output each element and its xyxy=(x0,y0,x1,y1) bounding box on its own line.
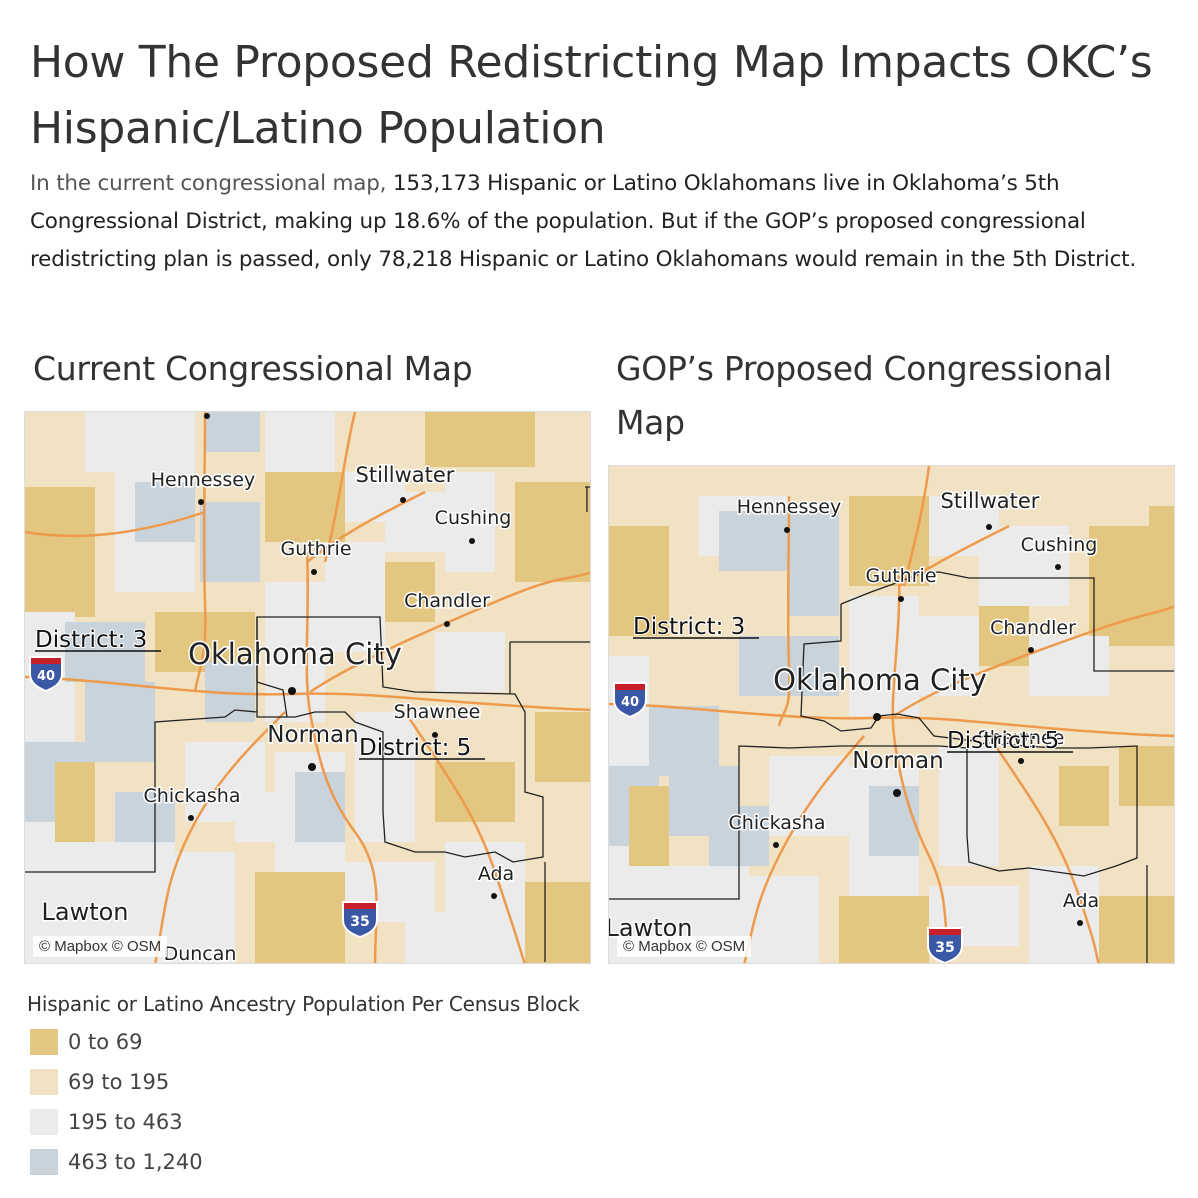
district-3-label[interactable]: District: 3 xyxy=(632,613,746,641)
city-label-cushing: Cushing xyxy=(1021,534,1098,556)
city-label-guthrie: Guthrie xyxy=(865,565,936,587)
roads xyxy=(609,466,1174,963)
city-label-chickasha: Chickasha xyxy=(729,812,826,834)
interstate-40-shield: 40 xyxy=(29,656,63,693)
interstate-35-shield: 35 xyxy=(927,927,963,963)
interstate-35-shield: 35 xyxy=(342,901,378,939)
legend-label: 463 to 1,240 xyxy=(68,1150,203,1174)
legend-swatch xyxy=(30,1149,58,1175)
city-label-oklahoma-city: Oklahoma City xyxy=(188,637,402,671)
district-boundary-5 xyxy=(609,571,1174,963)
district-5-label[interactable]: District: 5 xyxy=(358,734,472,762)
city-label-lawton: Lawton xyxy=(41,898,128,926)
city-label-cushing: Cushing xyxy=(435,507,512,529)
city-label-norman: Norman xyxy=(852,748,943,774)
city-label-guthrie: Guthrie xyxy=(280,538,351,560)
city-label-duncan: Duncan xyxy=(164,943,237,964)
map-attribution[interactable]: © Mapbox © OSM xyxy=(617,936,752,957)
legend-title: Hispanic or Latino Ancestry Population P… xyxy=(27,992,580,1016)
current-map[interactable]: 40 35 Hennessey Stillwater Cushing Guthr… xyxy=(24,411,591,964)
city-label-chandler: Chandler xyxy=(404,590,490,612)
proposed-map-title: GOP’s Proposed Congressional Map xyxy=(616,349,1112,442)
census-block-patches xyxy=(25,412,590,963)
city-label-hennessey: Hennessey xyxy=(737,496,841,518)
legend-item[interactable]: 69 to 195 xyxy=(30,1068,169,1096)
current-map-title: Current Congressional Map xyxy=(33,349,473,388)
city-label-oklahoma-city: Oklahoma City xyxy=(773,663,987,697)
legend-swatch xyxy=(30,1069,58,1095)
map-attribution[interactable]: © Mapbox © OSM xyxy=(33,936,168,957)
city-label-hennessey: Hennessey xyxy=(151,469,255,491)
city-label-chickasha: Chickasha xyxy=(144,785,241,807)
interstate-40-shield: 40 xyxy=(613,682,647,719)
city-label-shawnee: Shawnee xyxy=(394,701,481,723)
legend-label: 0 to 69 xyxy=(68,1030,143,1054)
legend-label: 69 to 195 xyxy=(68,1070,170,1094)
legend-swatch xyxy=(30,1109,58,1135)
shield-40-label: 40 xyxy=(621,695,639,710)
page-title: How The Proposed Redistricting Map Impac… xyxy=(30,37,1153,154)
legend-swatch xyxy=(30,1029,58,1055)
city-label-stillwater: Stillwater xyxy=(941,489,1040,513)
district-3-label[interactable]: District: 3 xyxy=(34,626,148,654)
city-label-norman: Norman xyxy=(267,722,358,748)
legend-item[interactable]: 195 to 463 xyxy=(30,1108,183,1136)
legend-label: 195 to 463 xyxy=(68,1110,183,1134)
city-label-chandler: Chandler xyxy=(990,617,1076,639)
intro-lead: In the current congressional map, xyxy=(30,171,387,196)
city-label-shawnee: Shawnee xyxy=(978,727,1065,749)
city-label-stillwater: Stillwater xyxy=(356,463,455,487)
intro-body: 153,173 Hispanic or Latino Oklahomans li… xyxy=(30,171,1137,272)
shield-35-label: 35 xyxy=(350,914,369,930)
district-5-label[interactable]: District: 5 xyxy=(946,727,1060,755)
city-label-ada: Ada xyxy=(1063,890,1099,912)
district-boundary-other xyxy=(25,486,590,962)
city-label-ada: Ada xyxy=(478,863,514,885)
district-boundary-5 xyxy=(256,616,544,863)
legend-item[interactable]: 0 to 69 xyxy=(30,1028,143,1056)
intro-paragraph: In the current congressional map, 153,17… xyxy=(30,165,1175,279)
shield-40-label: 40 xyxy=(37,669,55,684)
legend-item[interactable]: 463 to 1,240 xyxy=(30,1148,203,1176)
proposed-map[interactable]: 40 35 Hennessey Stillwater Cushing Guthr… xyxy=(608,465,1175,964)
shield-35-label: 35 xyxy=(935,940,954,956)
